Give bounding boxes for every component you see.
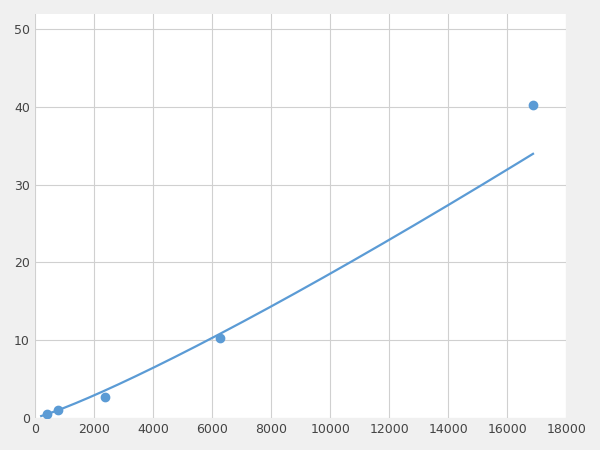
Point (215, 335, 224, 342)
Point (100, 394, 109, 401)
Point (53, 406, 63, 414)
Point (42, 410, 52, 417)
Point (528, 101, 538, 108)
